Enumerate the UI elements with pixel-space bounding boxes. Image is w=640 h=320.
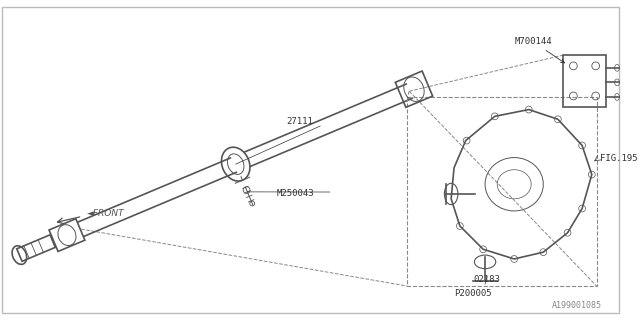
Text: M700144: M700144: [514, 37, 564, 63]
Text: 02183: 02183: [474, 275, 500, 284]
Text: M250043: M250043: [276, 189, 314, 198]
Text: ◄FRONT: ◄FRONT: [87, 209, 125, 218]
Text: 27111: 27111: [286, 117, 313, 126]
Text: A199001085: A199001085: [552, 301, 602, 310]
Text: P200005: P200005: [454, 289, 492, 298]
Text: FIG.195: FIG.195: [600, 154, 637, 163]
Bar: [408, 97, 596, 286]
